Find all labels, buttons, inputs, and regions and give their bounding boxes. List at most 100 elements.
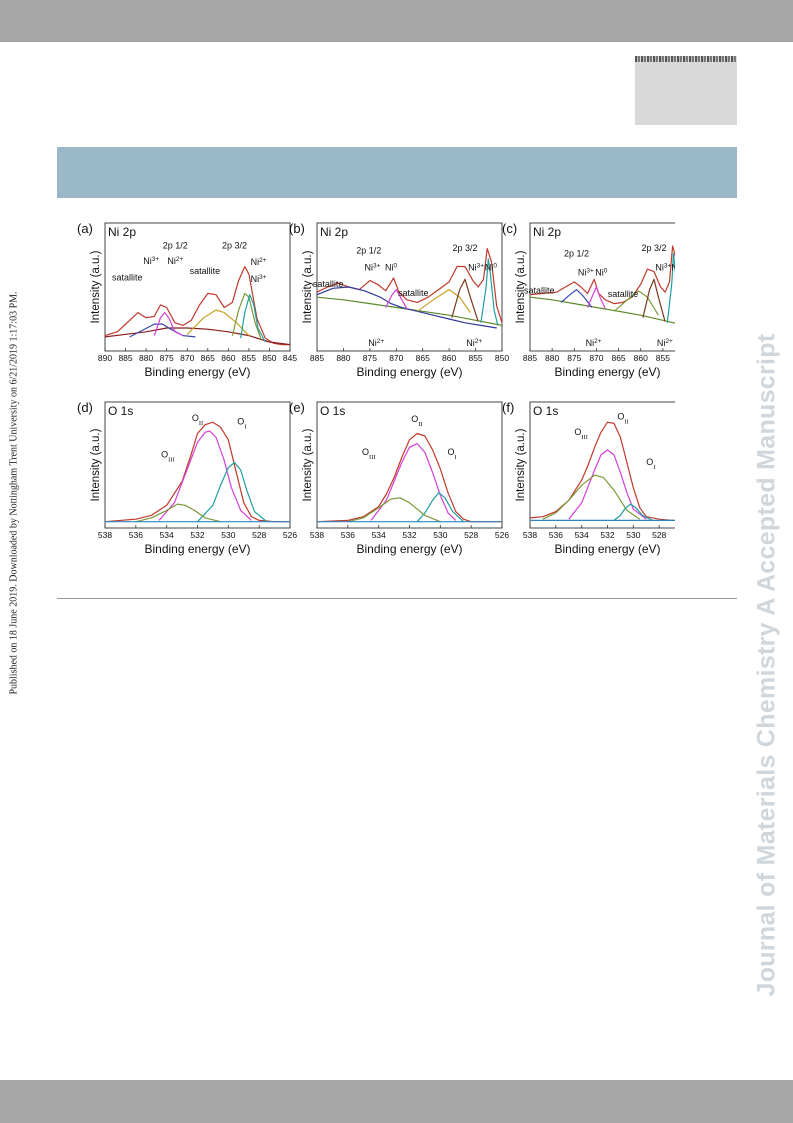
x-tick-label: 870 [180,353,194,363]
peak-annotation: satallite [190,266,221,276]
x-axis-label: Binding energy (eV) [356,365,462,379]
panel-title: O 1s [320,404,345,418]
peak-annotation: OII [617,412,628,426]
peak-annotation: Ni0 [595,267,608,278]
series-line [587,286,606,310]
x-tick-label: 845 [283,353,297,363]
x-tick-label: 532 [402,530,416,540]
peak-annotation: 2p 1/2 [163,241,188,251]
figure-header-band [57,147,737,198]
peak-annotation: OI [646,457,655,471]
x-tick-label: 855 [242,353,256,363]
peak-annotation: Ni3+ [365,262,381,273]
peak-annotation: satallite [524,285,555,295]
panel-letter: (f) [502,400,514,415]
x-tick-label: 534 [575,530,589,540]
x-tick-label: 855 [468,353,482,363]
series-line [666,253,675,323]
peak-annotation: Ni3+ [251,273,267,284]
x-tick-label: 880 [336,353,350,363]
x-tick-label: 850 [495,353,509,363]
x-tick-label: 875 [363,353,377,363]
chart-panel: 538 536 534 532 530 528 526 Binding energy (eV)… [289,400,509,556]
series-line [613,290,659,316]
plot-frame [316,401,503,529]
series-line [370,443,457,521]
panel-letter: (d) [77,400,93,415]
series-line [347,497,441,523]
bottom-bar [0,1080,793,1123]
series-line [158,430,252,521]
peak-annotation: OI [447,447,456,461]
peak-annotation: 2p 1/2 [564,248,589,258]
series-line [240,294,266,343]
peak-annotation: OII [411,414,422,428]
plot-frame [529,401,675,529]
peak-annotation: 2p 1/2 [356,246,381,256]
x-tick-label: 536 [549,530,563,540]
peak-annotation: satallite [112,273,143,283]
x-tick-label: 532 [600,530,614,540]
series-line [129,323,196,338]
y-axis-label: Intensity (a.u.) [90,250,102,323]
peak-annotation: Ni3+ [468,262,484,273]
peak-annotation: Ni0 [485,262,498,273]
peak-annotation: Ni2+ [657,337,673,348]
series-line [316,432,502,523]
x-tick-label: 538 [98,530,112,540]
series-line [417,289,471,313]
x-tick-label: 530 [626,530,640,540]
separator-line [57,598,737,599]
x-axis-label: Binding energy (eV) [356,542,462,556]
series-line [135,503,221,523]
x-tick-label: 880 [139,353,153,363]
x-tick-label: 530 [433,530,447,540]
x-axis-label: Binding energy (eV) [554,542,660,556]
x-tick-label: 530 [221,530,235,540]
x-tick-label: 890 [98,353,112,363]
panel-letter: (c) [502,221,517,236]
x-axis-label: Binding energy (eV) [554,365,660,379]
x-tick-label: 860 [221,353,235,363]
x-tick-label: 538 [310,530,324,540]
peak-annotation: Ni2+ [368,337,384,348]
series-line [529,296,675,324]
xps-figure: 890 885 880 875 870 865 860 855 850 845 Binding en… [77,221,675,556]
peak-annotation: Ni3+ [143,255,159,266]
peak-annotation: Ni2+ [251,257,267,268]
peak-annotation: OII [192,413,203,427]
x-axis-label: Binding energy (eV) [144,542,250,556]
peak-annotation: Ni2+ [167,255,183,266]
panel-title: O 1s [533,404,558,418]
series-line [316,286,497,329]
series-line [560,289,593,308]
plot-frame [104,401,291,529]
panel-title: Ni 2p [320,225,348,239]
journal-logo [635,56,737,125]
x-tick-label: 526 [495,530,509,540]
series-line [104,265,290,346]
x-tick-label: 880 [545,353,559,363]
peak-annotation: Ni3+ [655,262,671,273]
x-tick-label: 865 [201,353,215,363]
peak-annotation: satallite [608,289,639,299]
series-line [613,503,653,521]
x-tick-label: 536 [129,530,143,540]
x-tick-label: 865 [611,353,625,363]
peak-annotation: Ni3+ [578,267,594,278]
logo-strip [635,56,737,62]
x-tick-label: 528 [252,530,266,540]
peak-annotation: 2p 3/2 [452,243,477,253]
x-tick-label: 534 [160,530,174,540]
peak-annotation: 2p 3/2 [641,243,666,253]
x-tick-label: 536 [341,530,355,540]
peak-annotation: Ni0 [671,262,675,273]
x-tick-label: 528 [464,530,478,540]
x-tick-label: 875 [567,353,581,363]
chart-panel: 538 536 534 532 530 528 526 Binding energy (eV)… [77,400,297,556]
series-line [153,312,184,337]
series-line [451,278,479,322]
y-axis-label: Intensity (a.u.) [515,428,527,501]
